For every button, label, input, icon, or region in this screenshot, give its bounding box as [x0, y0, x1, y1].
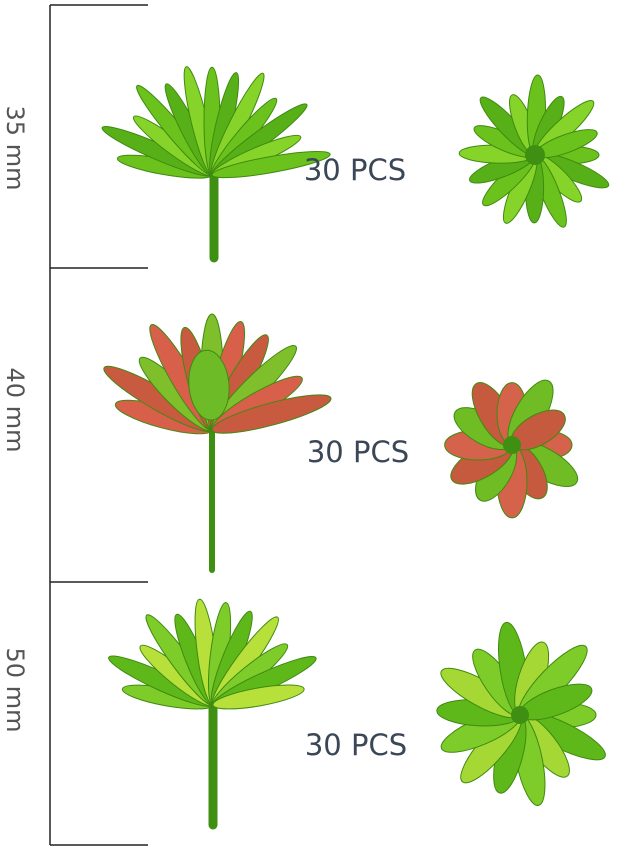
- leaf: [212, 684, 305, 710]
- center: [503, 436, 521, 454]
- center: [511, 706, 529, 724]
- size-label: 40 mm: [1, 368, 29, 453]
- count-label: 30 PCS: [304, 153, 406, 187]
- leaf: [211, 151, 331, 179]
- center: [525, 145, 545, 165]
- leaf: [188, 349, 230, 421]
- count-label: 30 PCS: [307, 435, 409, 469]
- leaf: [211, 394, 332, 434]
- size-label: 50 mm: [1, 648, 29, 733]
- plants: [101, 66, 610, 830]
- size-brackets: [49, 4, 148, 846]
- count-label: 30 PCS: [305, 728, 407, 762]
- size-label: 35 mm: [1, 106, 29, 191]
